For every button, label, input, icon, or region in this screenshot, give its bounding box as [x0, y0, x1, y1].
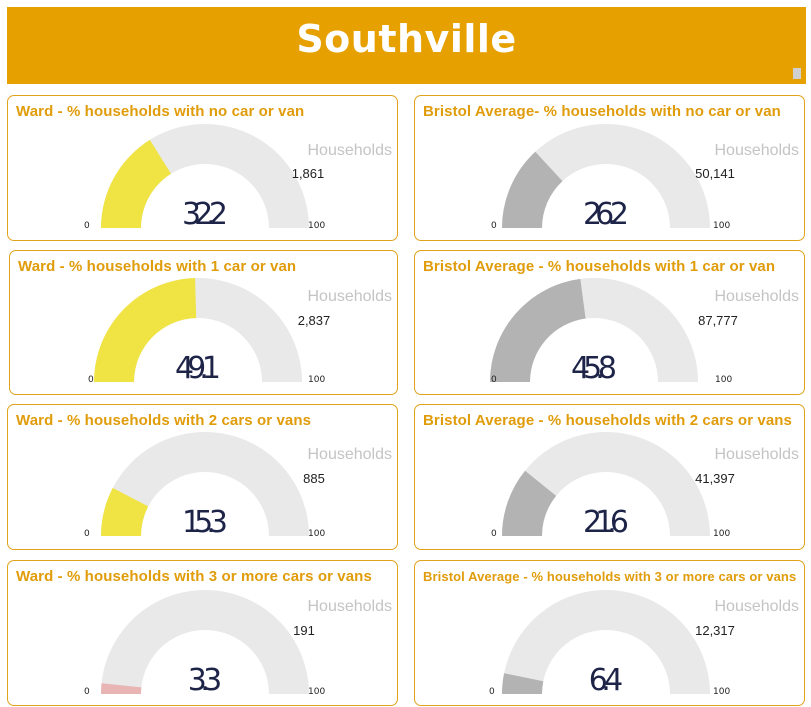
gauge-card: Bristol Average - % households with 2 ca… [414, 404, 805, 550]
page-title: Southville [296, 17, 517, 61]
households-value: 41,397 [695, 471, 735, 486]
households-value: 87,777 [698, 313, 738, 328]
gauge-value: 3.3 [188, 663, 223, 698]
households-label: Households [714, 142, 800, 159]
gauge-card: Bristol Average- % households with no ca… [414, 95, 805, 241]
gauge-fill [502, 470, 557, 536]
gauge-track [101, 432, 309, 536]
gauge-title: Ward - % households with 2 cars or vans [16, 412, 312, 429]
gauge-chart: 49.1 0 100 [88, 278, 325, 386]
gauge-card: Bristol Average - % households with 1 ca… [414, 250, 805, 395]
gauge-title: Bristol Average - % households with 1 ca… [423, 258, 776, 275]
gauge-track [101, 590, 309, 694]
gauge-value: 21.6 [583, 505, 629, 540]
page-header: Southville [7, 7, 806, 84]
households-label: Households [307, 598, 393, 615]
gauge-chart: 21.6 0 100 [491, 432, 730, 540]
gauge-max-label: 100 [713, 687, 730, 697]
households-value: 50,141 [695, 166, 735, 181]
households-value: 191 [293, 623, 315, 638]
gauge-max-label: 100 [308, 529, 325, 539]
gauge-min-label: 0 [491, 529, 497, 539]
households-label: Households [714, 598, 800, 615]
gauge-fill [101, 487, 149, 536]
gauge-min-label: 0 [84, 221, 90, 231]
gauge-title: Bristol Average- % households with no ca… [423, 103, 781, 120]
gauge-max-label: 100 [713, 221, 730, 231]
households-value: 12,317 [695, 623, 735, 638]
gauge-value: 15.3 [182, 505, 228, 540]
gauge-card: Ward - % households with 3 or more cars … [7, 560, 398, 706]
gauge-title: Ward - % households with 3 or more cars … [16, 568, 372, 585]
gauge-value: 6.4 [589, 663, 624, 698]
gauge-chart: 6.4 0 100 [489, 590, 730, 698]
gauge-chart: 15.3 0 100 [84, 432, 325, 540]
gauge-value: 26.2 [583, 197, 629, 232]
gauge-card: Ward - % households with 2 cars or vans 1… [7, 404, 398, 550]
gauge-track [502, 432, 710, 536]
gauge-track [502, 590, 710, 694]
gauge-fill [94, 278, 197, 382]
gauge-max-label: 100 [715, 375, 732, 385]
gauge-track [502, 124, 710, 228]
gauge-card: Ward - % households with no car or van 32… [7, 95, 398, 241]
gauge-chart: 32.2 0 100 [84, 124, 325, 232]
gauge-max-label: 100 [308, 221, 325, 231]
households-value: 2,837 [297, 313, 331, 328]
gauge-min-label: 0 [489, 687, 495, 697]
gauge-fill [502, 673, 544, 694]
households-value: 885 [303, 471, 325, 486]
gauge-value: 45.8 [571, 351, 617, 386]
gauge-title: Ward - % households with 1 car or van [18, 258, 297, 275]
households-label: Households [714, 446, 800, 463]
households-label: Households [307, 446, 393, 463]
gauge-min-label: 0 [88, 375, 94, 385]
gauge-chart: 45.8 0 100 [490, 278, 732, 386]
gauge-min-label: 0 [491, 375, 497, 385]
households-label: Households [307, 288, 393, 305]
gauge-title: Bristol Average - % households with 2 ca… [423, 412, 792, 429]
gauge-fill [490, 278, 586, 382]
gauge-fill [101, 139, 172, 228]
gauge-value: 49.1 [175, 351, 221, 386]
gauge-max-label: 100 [713, 529, 730, 539]
households-label: Households [714, 288, 800, 305]
gauge-fill [502, 151, 563, 228]
gauge-card: Bristol Average - % households with 3 or… [414, 560, 805, 706]
gauge-chart: 3.3 0 100 [84, 590, 325, 698]
households-value: 1,861 [291, 166, 325, 181]
scroll-handle[interactable] [793, 68, 801, 79]
gauge-min-label: 0 [491, 221, 497, 231]
gauge-title: Ward - % households with no car or van [16, 103, 305, 120]
gauge-max-label: 100 [308, 687, 325, 697]
households-label: Households [307, 142, 393, 159]
gauge-chart: 26.2 0 100 [491, 124, 730, 232]
gauge-card: Ward - % households with 1 car or van 49.… [9, 250, 398, 395]
gauge-max-label: 100 [308, 375, 325, 385]
gauge-fill [101, 683, 142, 694]
gauge-title: Bristol Average - % households with 3 or… [423, 569, 797, 584]
gauge-value: 32.2 [182, 197, 228, 232]
gauge-min-label: 0 [84, 529, 90, 539]
gauge-min-label: 0 [84, 687, 90, 697]
